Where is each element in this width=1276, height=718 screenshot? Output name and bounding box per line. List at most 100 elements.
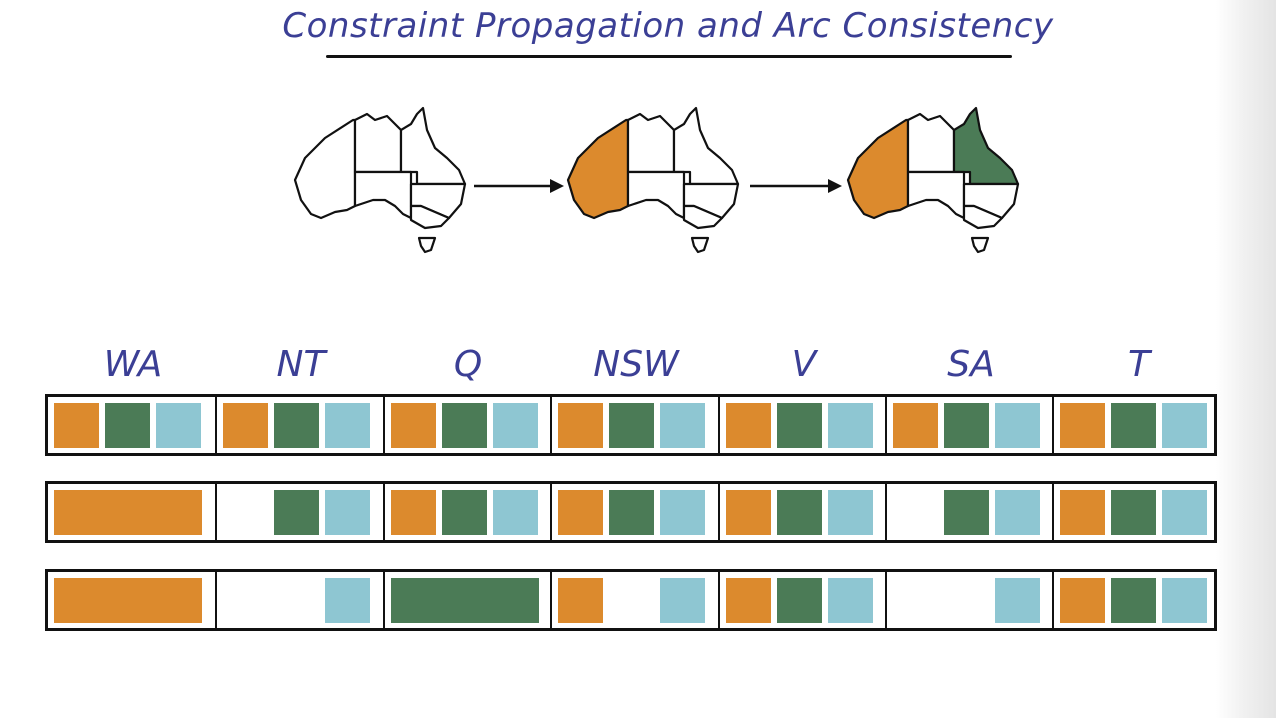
column-label-sa: SA — [947, 344, 995, 385]
color-chip-green — [390, 578, 539, 623]
color-chip-green — [776, 490, 822, 535]
color-chip-green — [274, 490, 320, 535]
region-WA — [566, 118, 630, 220]
domain-row-after-q — [45, 569, 1217, 631]
color-chip-orange — [1060, 403, 1106, 448]
domain-cell-wa — [48, 572, 215, 628]
color-chip-blue — [995, 490, 1040, 535]
color-chip-orange — [558, 403, 604, 448]
color-chip-green — [274, 403, 320, 448]
column-label-nt: NT — [276, 344, 326, 385]
color-chip-orange — [725, 403, 771, 448]
region-Q — [399, 106, 467, 186]
region-NT — [626, 112, 676, 174]
column-label-q: Q — [453, 344, 483, 385]
color-chip-green — [441, 403, 487, 448]
domain-cell-t — [1052, 484, 1219, 540]
color-chip-blue — [156, 403, 201, 448]
australia-maps-sequence — [293, 106, 1020, 254]
region-NT — [906, 112, 956, 174]
column-label-v: V — [791, 344, 817, 385]
color-chip-green — [1111, 403, 1157, 448]
domain-cell-sa — [885, 484, 1052, 540]
page-title: Constraint Propagation and Arc Consisten… — [282, 6, 1054, 46]
domain-cell-sa — [885, 572, 1052, 628]
color-chip-orange — [54, 578, 202, 623]
domain-cell-q — [382, 572, 550, 628]
color-chip-orange — [390, 490, 436, 535]
color-chip-green — [776, 578, 822, 623]
color-chip-blue — [492, 403, 538, 448]
color-chip-blue — [325, 403, 371, 448]
color-chip-orange — [223, 403, 269, 448]
region-WA — [846, 118, 910, 220]
color-chip-blue — [1162, 403, 1208, 448]
column-label-wa: WA — [103, 344, 163, 385]
color-chip-orange — [558, 490, 604, 535]
region-SA — [906, 170, 966, 220]
color-chip-green — [609, 403, 655, 448]
color-chip-blue — [827, 578, 873, 623]
region-SA — [626, 170, 686, 220]
color-chip-blue — [325, 578, 371, 623]
color-chip-orange — [893, 403, 938, 448]
color-chip-blue — [1162, 578, 1208, 623]
color-chip-green — [944, 490, 989, 535]
region-Q — [952, 106, 1020, 186]
domain-cell-q — [382, 484, 550, 540]
region-T — [970, 236, 990, 254]
color-chip-blue — [995, 578, 1040, 623]
color-chip-orange — [54, 403, 99, 448]
domain-cell-sa — [885, 397, 1052, 453]
domain-row-after-wa — [45, 481, 1217, 543]
color-chip-orange — [725, 578, 771, 623]
region-V — [682, 204, 724, 230]
color-chip-blue — [660, 578, 706, 623]
domain-cell-v — [717, 397, 885, 453]
domain-cell-v — [717, 484, 885, 540]
color-chip-blue — [325, 490, 371, 535]
domain-cell-nt — [215, 484, 382, 540]
color-chip-green — [441, 490, 487, 535]
color-chip-orange — [54, 490, 202, 535]
color-chip-green — [1111, 490, 1157, 535]
region-Q — [672, 106, 740, 186]
color-chip-green — [776, 403, 822, 448]
color-chip-green — [105, 403, 150, 448]
color-chip-green — [609, 490, 655, 535]
color-chip-green — [1111, 578, 1157, 623]
australia-map-wa-q-assigned — [846, 106, 1020, 254]
domain-cell-wa — [48, 397, 215, 453]
domain-cell-nt — [215, 397, 382, 453]
column-label-t: T — [1128, 344, 1150, 385]
color-chip-blue — [827, 403, 873, 448]
domain-cell-nsw — [550, 484, 717, 540]
australia-map-initial — [293, 106, 467, 254]
region-T — [690, 236, 710, 254]
color-chip-orange — [1060, 578, 1106, 623]
color-chip-orange — [558, 578, 604, 623]
region-SA — [353, 170, 413, 220]
domain-cell-nsw — [550, 572, 717, 628]
color-chip-blue — [827, 490, 873, 535]
right-edge-shadow — [1216, 0, 1276, 718]
region-NT — [353, 112, 403, 174]
domain-cell-nsw — [550, 397, 717, 453]
region-T — [417, 236, 437, 254]
domain-cell-wa — [48, 484, 215, 540]
color-chip-orange — [390, 403, 436, 448]
domain-cell-v — [717, 572, 885, 628]
domain-cell-t — [1052, 397, 1219, 453]
region-V — [409, 204, 451, 230]
domain-cell-nt — [215, 572, 382, 628]
column-label-nsw: NSW — [593, 344, 679, 385]
color-chip-blue — [995, 403, 1040, 448]
domain-cell-q — [382, 397, 550, 453]
color-chip-green — [944, 403, 989, 448]
region-WA — [293, 118, 357, 220]
color-chip-blue — [660, 490, 706, 535]
title-underline — [326, 55, 1012, 58]
domain-row-initial — [45, 394, 1217, 456]
region-V — [962, 204, 1004, 230]
color-chip-orange — [1060, 490, 1106, 535]
